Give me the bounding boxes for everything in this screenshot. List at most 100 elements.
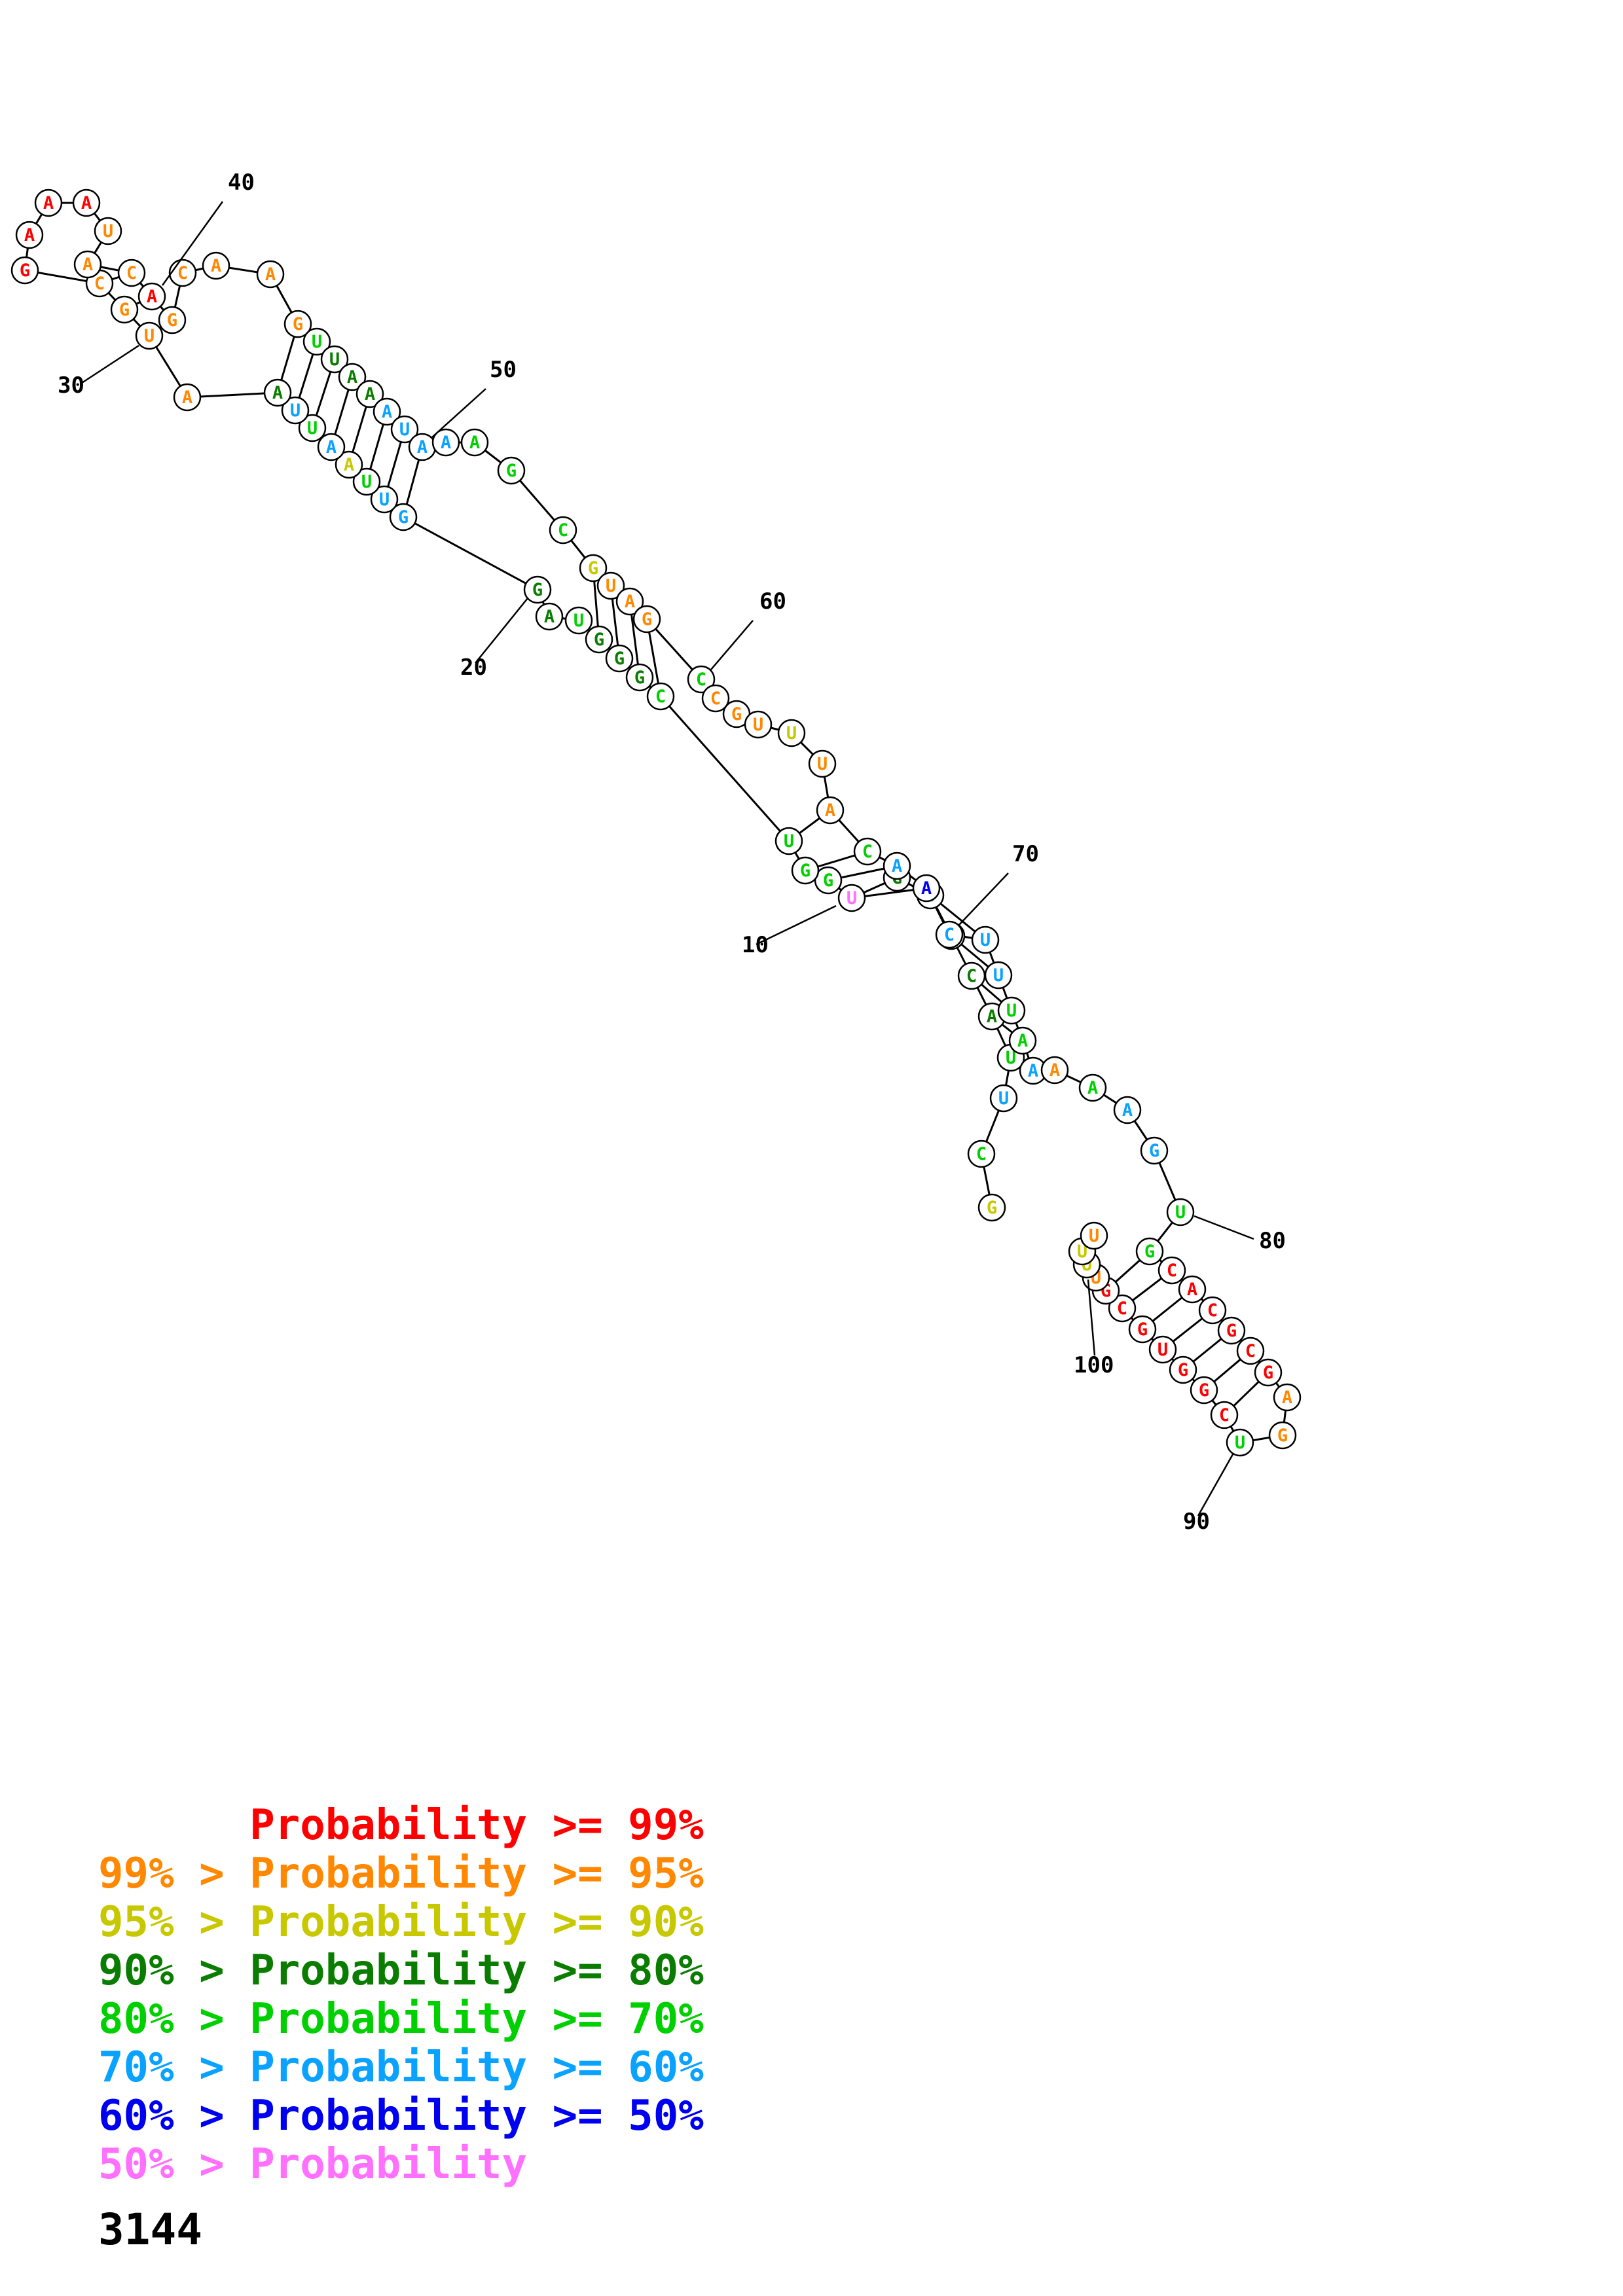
nucleotide-circle	[564, 606, 593, 635]
position-label: 70	[1012, 841, 1039, 867]
nucleotide-circle	[135, 321, 164, 350]
nucleotide-base: A	[326, 437, 337, 457]
nucleotide-base: G	[506, 461, 517, 481]
nucleotide-base: U	[103, 221, 113, 242]
nucleotide-circle	[117, 259, 146, 287]
nucleotide-base: A	[81, 193, 92, 213]
label-leader-line	[1087, 1279, 1096, 1356]
nucleotide-circle	[1226, 1428, 1254, 1457]
position-label: 30	[58, 372, 84, 399]
nucleotide-base: U	[399, 420, 410, 440]
nucleotide-circle	[744, 710, 773, 739]
nucleotide-circle	[1078, 1073, 1107, 1102]
nucleotide-base: G	[634, 668, 645, 688]
nucleotide-base: A	[43, 193, 54, 213]
label-leader-line	[1197, 1454, 1234, 1516]
nucleotide-base: A	[544, 607, 555, 627]
nucleotide-circle	[549, 516, 577, 545]
nucleotide-circle	[352, 467, 381, 496]
legend-row: 99% > Probability >= 95%	[98, 1850, 704, 1898]
nucleotide-circle	[935, 920, 964, 949]
nucleotide-circle	[1198, 1296, 1227, 1325]
nucleotide-base: U	[312, 332, 322, 352]
nucleotide-circle	[298, 414, 327, 442]
position-labels: 40 30 50 20 60 10 70 80 100 90	[58, 170, 1286, 1535]
nucleotide-circle	[460, 428, 489, 457]
nucleotide-circle	[971, 925, 1000, 954]
nucleotide-base: G	[20, 260, 30, 281]
nucleotide-circle	[912, 874, 941, 903]
nucleotide-circle	[579, 554, 608, 583]
nucleotide-circle	[1113, 1096, 1142, 1124]
nucleotide-base: U	[847, 888, 857, 908]
nucleotide-circle	[202, 251, 230, 280]
position-label: 10	[742, 932, 769, 958]
nucleotide-base: C	[558, 520, 568, 541]
nucleotide-circle	[356, 380, 384, 408]
nucleotide-base: A	[469, 433, 480, 453]
nucleotide-base: G	[398, 507, 409, 528]
nucleotide-circle	[1008, 1026, 1037, 1055]
nucleotide-circle	[72, 188, 101, 217]
legend-row: 95% > Probability >= 90%	[98, 1898, 704, 1946]
nucleotide-base: C	[944, 925, 955, 945]
nucleotide-base: G	[987, 1198, 997, 1218]
nucleotide-circle	[1140, 1136, 1169, 1165]
nucleotide-circle	[1210, 1401, 1239, 1429]
legend-row: 60% > Probability >= 50%	[98, 2092, 704, 2140]
nucleotide-base: U	[1006, 1048, 1016, 1068]
nucleotide-circle	[977, 1193, 1006, 1222]
nucleotide-circle	[15, 221, 44, 249]
nucleotide-base: U	[1235, 1433, 1245, 1453]
nucleotide-base: U	[290, 401, 301, 421]
nucleotide-base: U	[1006, 1001, 1017, 1021]
nucleotide-base: U	[998, 1088, 1009, 1109]
nucleotide-base: A	[1187, 1280, 1197, 1300]
position-label: 60	[759, 588, 786, 615]
position-label: 80	[1259, 1228, 1286, 1254]
nucleotide-base: G	[594, 630, 604, 650]
nucleotide-circle	[1190, 1376, 1218, 1405]
nucleotide-base: U	[329, 350, 340, 370]
nucleotide-circle	[1128, 1315, 1157, 1344]
nucleotide-circle	[335, 450, 363, 479]
legend-row: 80% > Probability >= 70%	[98, 1995, 704, 2043]
nucleotide-base: U	[1077, 1242, 1087, 1262]
nucleotide-circle	[535, 602, 564, 631]
nucleotide-base: U	[144, 326, 155, 346]
nucleotide-circle	[1217, 1316, 1246, 1345]
nucleotide-base: A	[24, 225, 35, 245]
nucleotide-base: U	[606, 576, 616, 596]
nucleotide-base: U	[379, 490, 390, 510]
legend-row: 90% > Probability >= 80%	[98, 1946, 704, 1995]
nucleotide-circle	[34, 188, 63, 217]
nucleotide-base: G	[1144, 1242, 1155, 1262]
nucleotide-base: A	[82, 255, 93, 275]
nucleotide-circle	[390, 415, 419, 444]
nucleotide-circle	[775, 827, 803, 855]
nucleotide-circle	[1169, 1355, 1197, 1384]
nucleotide-circle	[791, 856, 820, 885]
nucleotide-circle	[338, 363, 367, 391]
nucleotide-circle	[816, 796, 845, 825]
nucleotide-base: U	[980, 930, 991, 950]
nucleotide-base: U	[361, 472, 372, 492]
nucleotide-base: G	[731, 704, 742, 725]
nucleotide-base: U	[786, 723, 797, 744]
nucleotide-circle	[1108, 1294, 1137, 1323]
nucleotide-circle	[94, 217, 122, 245]
nucleotide-circle	[967, 1139, 996, 1168]
nucleotide-circle	[1166, 1198, 1195, 1227]
nucleotide-circle	[320, 345, 349, 374]
nucleotide-base: A	[1028, 1061, 1038, 1081]
nucleotide-base: G	[1263, 1363, 1273, 1383]
nucleotide-circle	[110, 295, 139, 324]
nucleotide-base: G	[1277, 1426, 1288, 1446]
nucleotide-circle	[10, 256, 39, 285]
position-label: 40	[228, 170, 255, 196]
nucleotide-base: A	[987, 1007, 997, 1027]
nucleotide-circle	[646, 682, 675, 711]
nucleotide-circle	[1135, 1237, 1164, 1266]
nucleotide-base: C	[94, 274, 105, 294]
